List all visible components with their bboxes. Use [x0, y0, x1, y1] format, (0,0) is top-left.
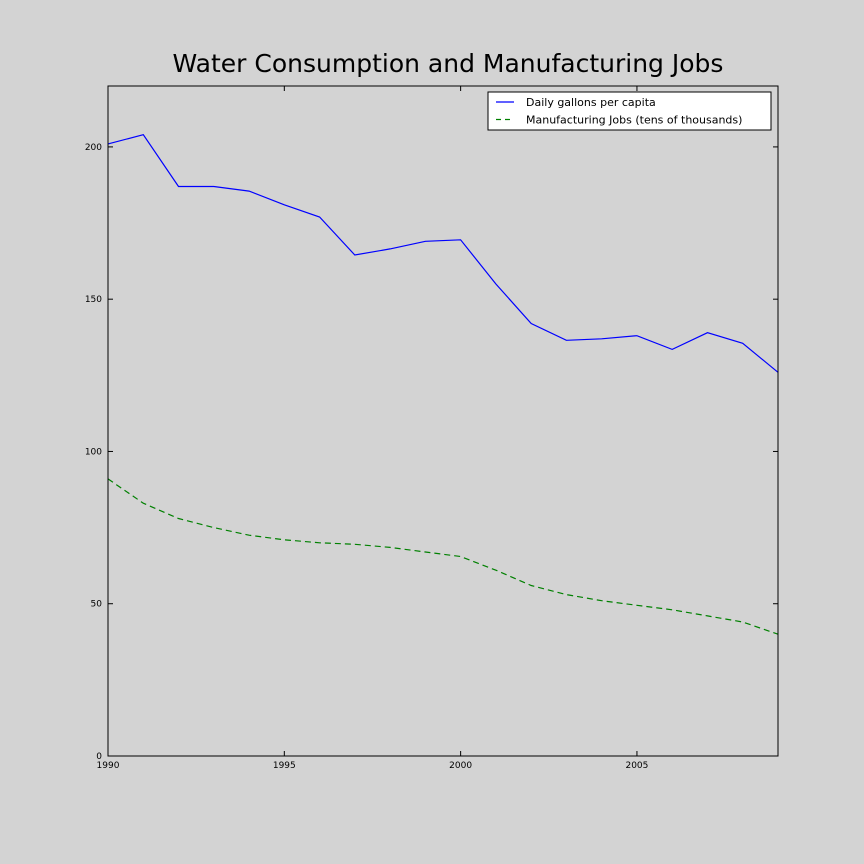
- legend-box: [487, 91, 772, 131]
- plot-frame: [107, 85, 779, 757]
- series-layer: [107, 134, 779, 635]
- series-line-water: [107, 134, 779, 373]
- x-tick-label: 1995: [273, 761, 296, 771]
- y-tick-label: 100: [85, 447, 102, 457]
- legend-label: Manufacturing Jobs (tens of thousands): [526, 114, 742, 127]
- x-tick-label: 2000: [449, 761, 472, 771]
- y-tick-label: 0: [96, 752, 102, 762]
- y-tick-label: 200: [85, 143, 102, 153]
- y-tick-label: 150: [85, 295, 102, 305]
- x-tick-label: 1990: [97, 761, 120, 771]
- plot-area: [108, 86, 778, 756]
- legend: Daily gallons per capita Manufacturing Jo…: [487, 91, 772, 131]
- y-tick-label: 50: [91, 600, 103, 610]
- series-line-manufacturing: [107, 478, 779, 635]
- chart-title: Water Consumption and Manufacturing Jobs: [173, 49, 724, 78]
- x-tick-label: 2005: [625, 761, 648, 771]
- legend-label: Daily gallons per capita: [526, 96, 656, 109]
